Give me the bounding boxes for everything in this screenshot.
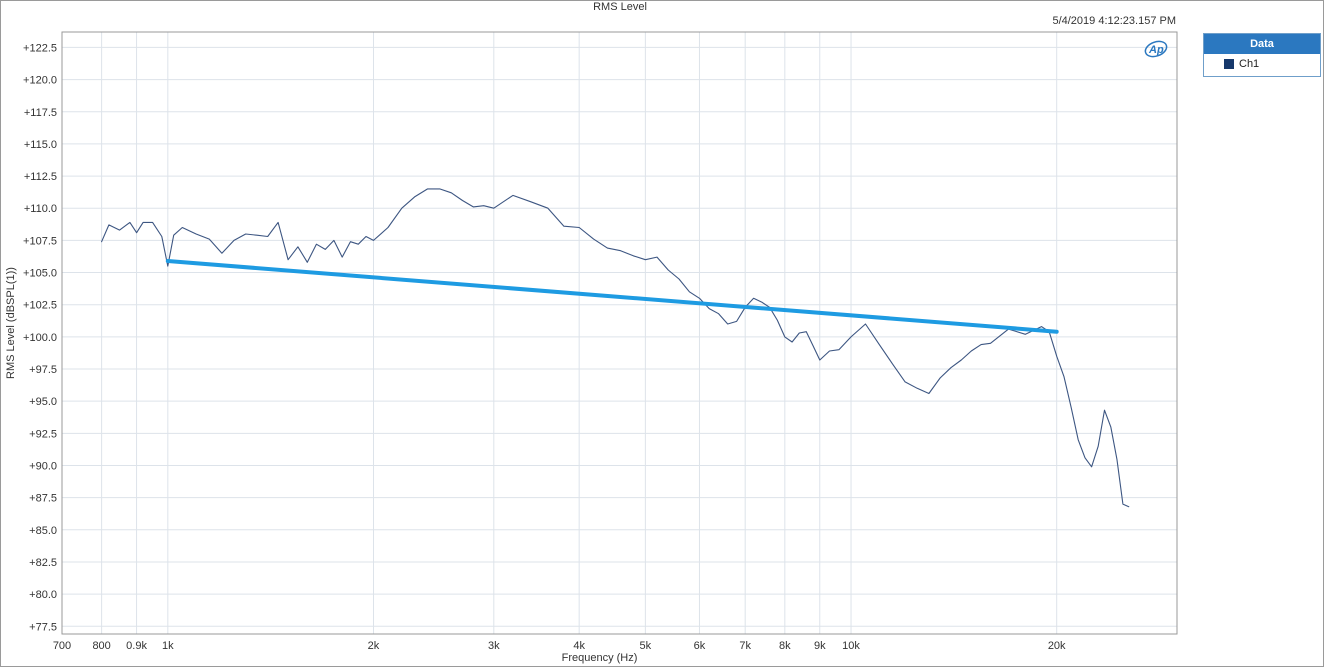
y-tick-label: +80.0 [29,589,57,601]
y-tick-label: +77.5 [29,621,57,633]
series-line-trend [165,259,1059,334]
x-tick-labels: 700 800 0.9k 1k 2k 3k 4k 5k 6k 7k 8k 9k 10k 20k [53,640,1066,652]
legend-item-label: Ch1 [1239,58,1260,70]
y-tick-label: +95.0 [29,396,57,408]
y-tick-label: +115.0 [24,139,57,151]
x-tick-label: 10k [842,640,860,652]
y-tick-labels: +77.5 +80.0 +82.5 +85.0 +87.5 +90.0 +92.5 +95.0… [23,42,57,633]
x-axis-label: Frequency (Hz) [562,652,638,664]
series-line-ch1 [101,188,1130,508]
timestamp: 5/4/2019 4:12:23.157 PM [1052,15,1176,27]
y-tick-label: +112.5 [24,171,57,183]
ap-logo-icon: Ap [1144,40,1168,58]
svg-text:Ap: Ap [1148,44,1164,56]
y-tick-label: +102.5 [23,300,57,312]
legend: Data Ch1 [1203,33,1321,77]
x-tick-label: 3k [488,640,500,652]
x-tick-label: 9k [814,640,826,652]
legend-item-ch1[interactable]: Ch1 [1204,54,1320,74]
x-tick-label: 6k [694,640,706,652]
x-tick-label: 700 [53,640,71,652]
series-group [101,188,1130,508]
legend-swatch [1224,59,1234,69]
y-tick-label: +90.0 [29,460,57,472]
x-tick-label: 5k [640,640,652,652]
y-tick-label: +82.5 [29,557,57,569]
x-tick-label: 800 [92,640,110,652]
y-tick-label: +105.0 [23,268,57,280]
x-tick-label: 2k [368,640,380,652]
chart-title: RMS Level [593,1,647,13]
x-tick-label: 4k [573,640,585,652]
y-tick-label: +117.5 [24,107,57,119]
legend-title: Data [1204,34,1320,54]
grid-lines [61,32,1178,634]
plot-area [61,31,1178,635]
x-tick-label: 20k [1048,640,1066,652]
y-tick-label: +107.5 [23,235,57,247]
x-tick-label: 7k [739,640,751,652]
y-tick-label: +87.5 [29,493,57,505]
y-tick-label: +100.0 [23,332,57,344]
y-tick-label: +92.5 [29,428,57,440]
y-tick-label: +122.5 [23,42,57,54]
x-tick-label: 0.9k [126,640,147,652]
x-tick-label: 8k [779,640,791,652]
y-tick-label: +97.5 [29,364,57,376]
y-tick-label: +110.0 [24,203,57,215]
x-tick-label: 1k [162,640,174,652]
y-tick-label: +120.0 [23,75,57,87]
y-tick-label: +85.0 [29,525,57,537]
y-axis-label: RMS Level (dBSPL(1)) [5,267,17,379]
